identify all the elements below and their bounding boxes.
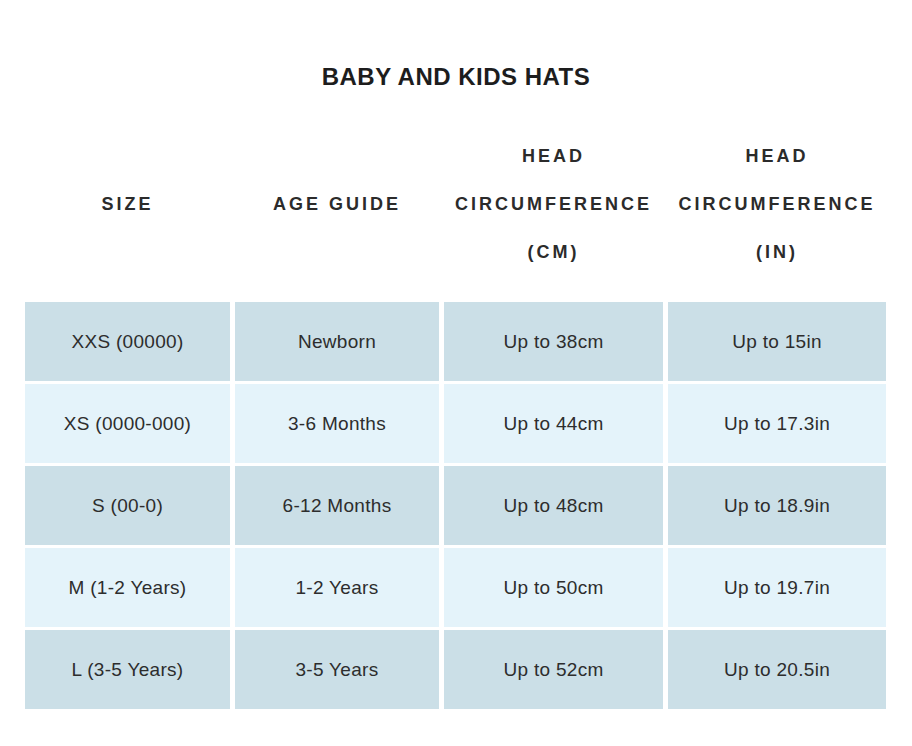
table-header-row: SIZE AGE GUIDE HEAD CIRCUMFERENCE (CM) H… <box>25 132 886 276</box>
table-row: L (3-5 Years) 3-5 Years Up to 52cm Up to… <box>25 630 886 709</box>
cell-circumference-in: Up to 15in <box>668 302 886 381</box>
column-header-head-circumference-in: HEAD CIRCUMFERENCE (IN) <box>668 132 886 276</box>
table-row: M (1-2 Years) 1-2 Years Up to 50cm Up to… <box>25 548 886 627</box>
size-chart-table: SIZE AGE GUIDE HEAD CIRCUMFERENCE (CM) H… <box>25 132 886 709</box>
cell-circumference-cm: Up to 50cm <box>444 548 663 627</box>
cell-age-guide: 1-2 Years <box>235 548 439 627</box>
cell-circumference-in: Up to 19.7in <box>668 548 886 627</box>
page-title: BABY AND KIDS HATS <box>0 0 912 91</box>
cell-size: M (1-2 Years) <box>25 548 230 627</box>
cell-size: S (00-0) <box>25 466 230 545</box>
cell-age-guide: 3-5 Years <box>235 630 439 709</box>
cell-circumference-cm: Up to 52cm <box>444 630 663 709</box>
size-chart-page: BABY AND KIDS HATS SIZE AGE GUIDE HEAD C… <box>0 0 912 746</box>
column-header-age-guide: AGE GUIDE <box>235 132 439 276</box>
column-header-size: SIZE <box>25 132 230 276</box>
cell-circumference-in: Up to 18.9in <box>668 466 886 545</box>
cell-age-guide: 6-12 Months <box>235 466 439 545</box>
cell-circumference-cm: Up to 48cm <box>444 466 663 545</box>
cell-age-guide: Newborn <box>235 302 439 381</box>
cell-circumference-in: Up to 17.3in <box>668 384 886 463</box>
table-body: XXS (00000) Newborn Up to 38cm Up to 15i… <box>25 302 886 709</box>
cell-circumference-cm: Up to 38cm <box>444 302 663 381</box>
cell-size: XS (0000-000) <box>25 384 230 463</box>
table-row: XXS (00000) Newborn Up to 38cm Up to 15i… <box>25 302 886 381</box>
cell-circumference-cm: Up to 44cm <box>444 384 663 463</box>
cell-size: L (3-5 Years) <box>25 630 230 709</box>
cell-circumference-in: Up to 20.5in <box>668 630 886 709</box>
table-row: S (00-0) 6-12 Months Up to 48cm Up to 18… <box>25 466 886 545</box>
table-row: XS (0000-000) 3-6 Months Up to 44cm Up t… <box>25 384 886 463</box>
cell-size: XXS (00000) <box>25 302 230 381</box>
column-header-head-circumference-cm: HEAD CIRCUMFERENCE (CM) <box>444 132 663 276</box>
cell-age-guide: 3-6 Months <box>235 384 439 463</box>
